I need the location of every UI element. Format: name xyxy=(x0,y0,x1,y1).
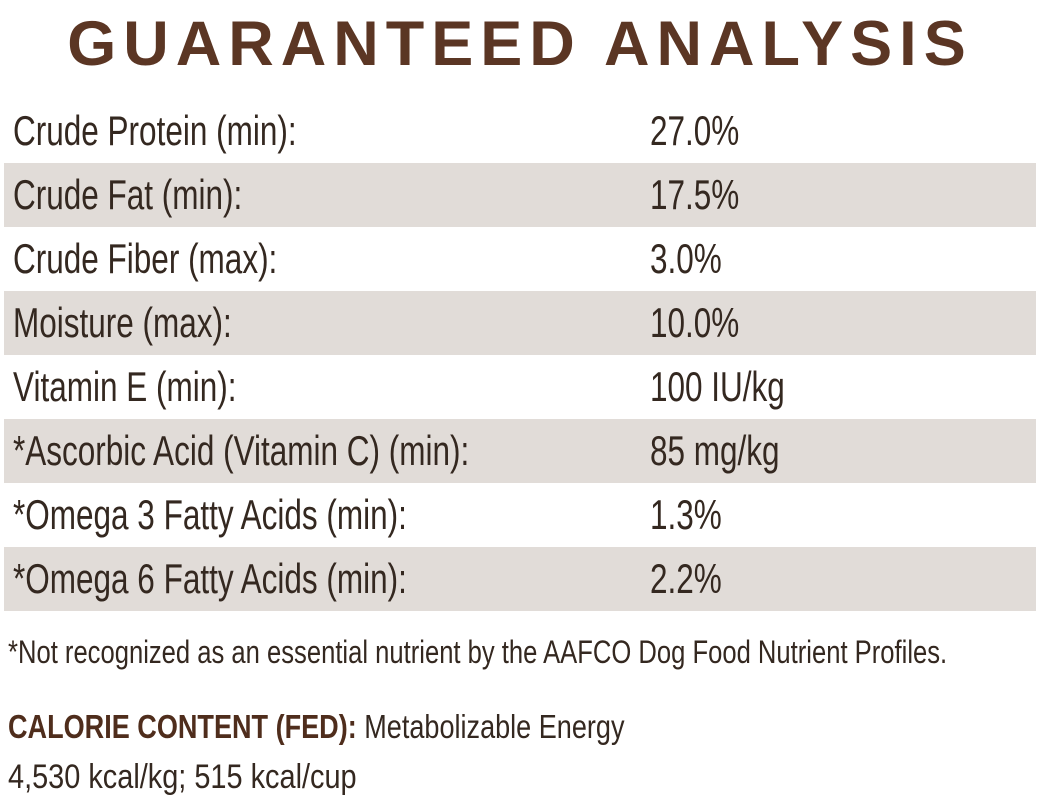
nutrient-label: *Omega 6 Fatty Acids (min): xyxy=(13,555,407,602)
nutrient-value: 85 mg/kg xyxy=(650,427,780,474)
page-title: GUARANTEED ANALYSIS xyxy=(67,9,973,79)
nutrient-label: *Omega 3 Fatty Acids (min): xyxy=(13,491,407,538)
table-row: *Omega 6 Fatty Acids (min): 2.2% xyxy=(4,547,1036,611)
nutrient-value: 17.5% xyxy=(650,171,740,218)
nutrient-label: *Ascorbic Acid (Vitamin C) (min): xyxy=(13,427,470,474)
nutrient-value: 100 IU/kg xyxy=(650,363,785,410)
nutrient-label: Crude Fiber (max): xyxy=(13,235,278,282)
table-row: Moisture (max): 10.0% xyxy=(4,291,1036,355)
calorie-values: 4,530 kcal/kg; 515 kcal/cup xyxy=(8,758,357,796)
table-row: *Ascorbic Acid (Vitamin C) (min): 85 mg/… xyxy=(4,419,1036,483)
table-row: *Omega 3 Fatty Acids (min): 1.3% xyxy=(4,483,1036,547)
nutrient-label: Moisture (max): xyxy=(13,299,232,346)
nutrient-value: 1.3% xyxy=(650,491,722,538)
table-row: Crude Protein (min): 27.0% xyxy=(4,99,1036,163)
calorie-content-description: Metabolizable Energy xyxy=(364,708,625,745)
nutrient-value: 3.0% xyxy=(650,235,722,282)
nutrient-label: Crude Fat (min): xyxy=(13,171,243,218)
nutrient-label: Vitamin E (min): xyxy=(13,363,237,410)
nutrient-value: 10.0% xyxy=(650,299,740,346)
analysis-table: Crude Protein (min): 27.0% Crude Fat (mi… xyxy=(0,99,1040,611)
table-row: Vitamin E (min): 100 IU/kg xyxy=(4,355,1036,419)
table-row: Crude Fiber (max): 3.0% xyxy=(4,227,1036,291)
calorie-content-heading: CALORIE CONTENT (FED): xyxy=(8,708,357,745)
nutrient-value: 27.0% xyxy=(650,107,740,154)
aafco-footnote: *Not recognized as an essential nutrient… xyxy=(8,634,948,670)
table-row: Crude Fat (min): 17.5% xyxy=(4,163,1036,227)
nutrient-label: Crude Protein (min): xyxy=(13,107,297,154)
nutrient-value: 2.2% xyxy=(650,555,722,602)
calorie-content-line: CALORIE CONTENT (FED): Metabolizable Ene… xyxy=(8,708,624,746)
